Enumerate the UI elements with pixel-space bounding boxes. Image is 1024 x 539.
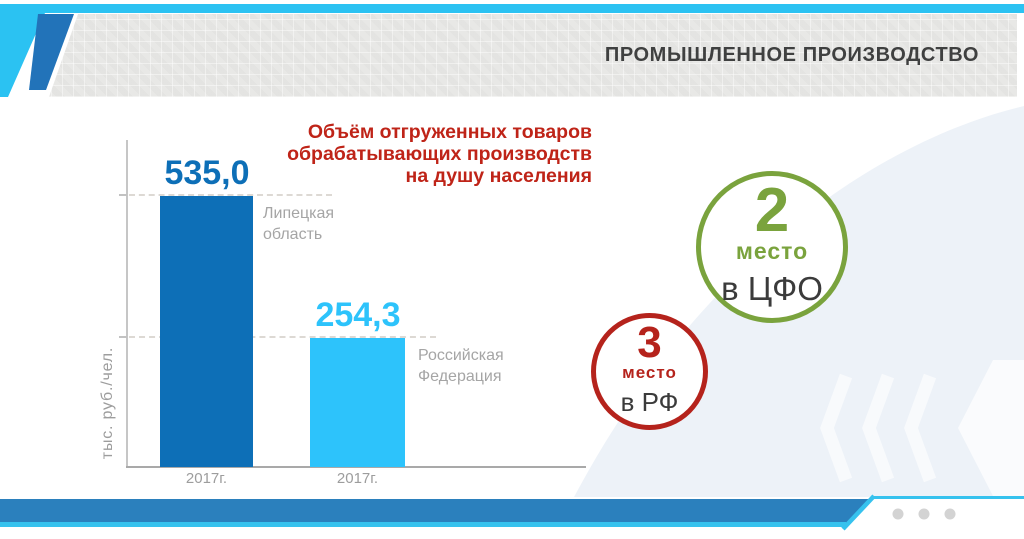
badge-rank-rf: 3 место в РФ [591, 313, 708, 430]
footer-ribbon [0, 494, 1024, 531]
badge-rank-word: место [622, 362, 677, 382]
y-axis-label: тыс. руб./чел. [99, 346, 116, 460]
badge-rank-scope: в ЦФО [721, 269, 823, 307]
bar-value-label: 254,3 [315, 296, 401, 334]
footer-dot [918, 508, 930, 520]
bar-russian-federation [310, 338, 405, 467]
chevron-left-icon [958, 360, 1024, 496]
badge-rank-number: 3 [637, 318, 662, 368]
header-band: ПРОМЫШЛЕННОЕ ПРОИЗВОДСТВО [49, 14, 1017, 97]
x-tick-label: 2017г. [336, 470, 379, 487]
bar-lipetsk-region [160, 196, 253, 467]
badge-rank-scope: в РФ [620, 386, 679, 417]
bar-category-label: Российская Федерация [418, 347, 504, 386]
badge-rank-cfo: 2 место в ЦФО [696, 171, 848, 323]
gridline [129, 194, 332, 196]
bar-category-label: Липецкая область [263, 205, 335, 244]
chart-title: Объём отгруженных товаров обрабатывающих… [287, 121, 592, 188]
chevron-left-icon [820, 373, 937, 483]
bar-value-label: 535,0 [164, 154, 250, 192]
y-axis-line [126, 140, 128, 467]
badge-rank-word: место [735, 237, 809, 264]
footer-dot [892, 508, 904, 520]
y-axis-tick [119, 336, 127, 338]
footer-dot [944, 508, 956, 520]
page-title: ПРОМЫШЛЕННОЕ ПРОИЗВОДСТВО [604, 44, 979, 66]
x-tick-label: 2017г. [185, 470, 228, 487]
y-axis-tick [119, 194, 127, 196]
x-axis-line [126, 466, 586, 468]
badge-rank-number: 2 [754, 176, 790, 246]
header-blue-slash [29, 14, 74, 90]
footer-dots [892, 508, 956, 520]
gridline [129, 336, 436, 338]
